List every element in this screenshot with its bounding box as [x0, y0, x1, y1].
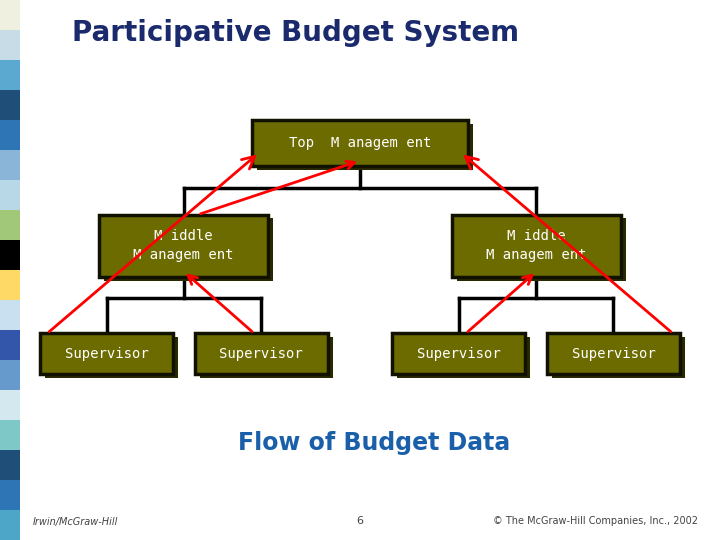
- Bar: [0, 60, 20, 90]
- Bar: [0, 330, 20, 360]
- Text: 6: 6: [356, 516, 364, 526]
- Bar: [397, 337, 530, 378]
- Bar: [0, 450, 20, 480]
- Bar: [257, 124, 473, 170]
- Bar: [0, 300, 20, 330]
- Bar: [0, 30, 20, 60]
- Bar: [547, 333, 680, 374]
- Bar: [0, 180, 20, 210]
- Bar: [252, 120, 468, 166]
- Bar: [199, 337, 333, 378]
- Bar: [0, 0, 20, 30]
- Text: Top  M anagem ent: Top M anagem ent: [289, 136, 431, 150]
- Text: Supervisor: Supervisor: [572, 347, 655, 361]
- Bar: [0, 360, 20, 390]
- Bar: [0, 90, 20, 120]
- Text: © The McGraw-Hill Companies, Inc., 2002: © The McGraw-Hill Companies, Inc., 2002: [493, 516, 698, 526]
- Bar: [99, 214, 268, 276]
- Bar: [0, 270, 20, 300]
- Bar: [40, 333, 173, 374]
- Bar: [0, 480, 20, 510]
- Bar: [0, 150, 20, 180]
- Bar: [45, 337, 179, 378]
- Bar: [0, 420, 20, 450]
- Text: M iddle
M anagem ent: M iddle M anagem ent: [133, 229, 234, 262]
- Text: M iddle
M anagem ent: M iddle M anagem ent: [486, 229, 587, 262]
- Text: Participative Budget System: Participative Budget System: [72, 19, 519, 47]
- Bar: [194, 333, 328, 374]
- Text: Irwin/McGraw-Hill: Irwin/McGraw-Hill: [32, 516, 118, 526]
- Bar: [0, 510, 20, 540]
- Bar: [0, 390, 20, 420]
- Bar: [456, 218, 626, 280]
- Bar: [104, 218, 274, 280]
- Text: Supervisor: Supervisor: [65, 347, 148, 361]
- Bar: [452, 214, 621, 276]
- Text: Supervisor: Supervisor: [417, 347, 500, 361]
- Bar: [0, 240, 20, 270]
- Bar: [0, 120, 20, 150]
- Bar: [552, 337, 685, 378]
- Bar: [392, 333, 526, 374]
- Bar: [0, 210, 20, 240]
- Text: Flow of Budget Data: Flow of Budget Data: [238, 431, 510, 455]
- Text: Supervisor: Supervisor: [220, 347, 303, 361]
